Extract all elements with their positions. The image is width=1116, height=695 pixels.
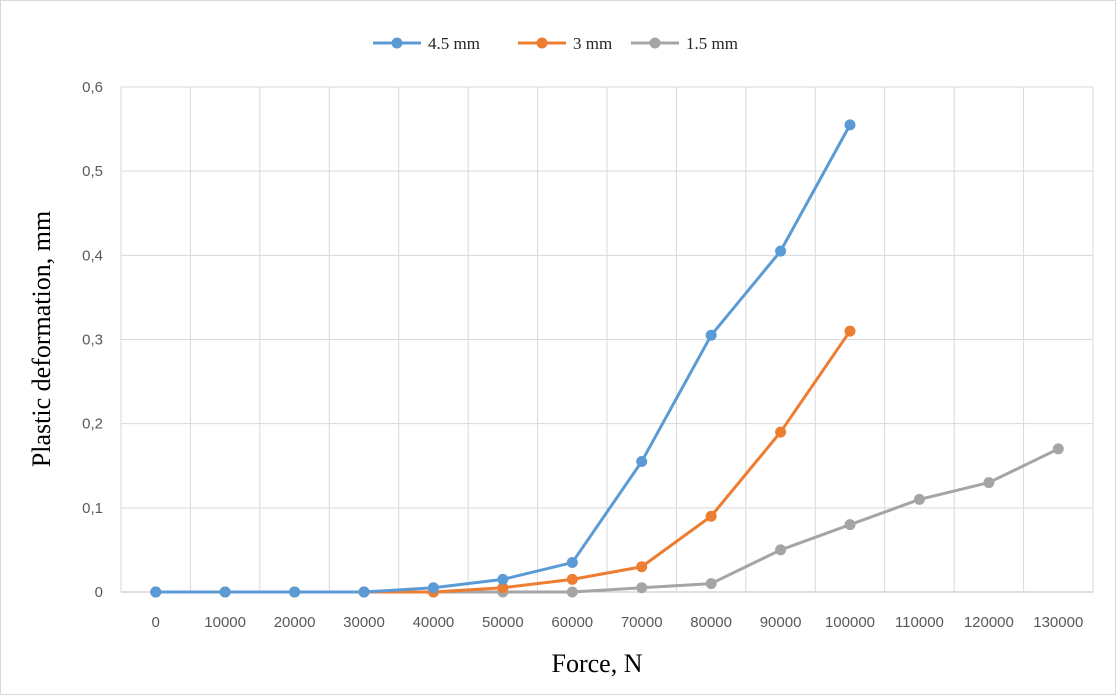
y-tick-label: 0,6 [82,79,103,96]
data-point [427,582,439,594]
data-point [844,519,856,531]
data-point [566,586,578,598]
x-tick-label: 50000 [482,614,524,631]
legend-label: 4.5 mm [428,34,480,53]
series-group [150,119,1064,598]
x-tick-label: 110000 [895,614,944,631]
y-axis-title: Plastic deformation, mm [27,211,56,467]
x-tick-label: 0 [152,614,160,631]
data-point [636,456,648,468]
data-point [497,573,509,585]
legend-item: 1.5 mm [631,34,738,53]
data-point [1052,443,1064,455]
data-point [358,586,370,598]
legend-marker [536,37,548,49]
data-point [497,582,509,594]
data-point [289,586,301,598]
x-tick-label: 130000 [1033,614,1083,631]
data-point [566,573,578,585]
data-point [636,582,648,594]
y-tick-label: 0 [95,584,103,601]
y-tick-label: 0,5 [82,163,103,180]
x-tick-label: 60000 [551,614,593,631]
legend-label: 3 mm [573,34,612,53]
x-axis-ticks: 0 10000 20000 30000 40000 50000 60000 70000 8000… [152,614,1084,631]
x-tick-label: 40000 [413,614,455,631]
legend-marker [391,37,403,49]
data-point [566,557,578,569]
x-tick-label: 30000 [343,614,385,631]
legend-label: 1.5 mm [686,34,738,53]
data-point [775,426,787,438]
y-tick-label: 0,1 [82,500,103,517]
data-point [844,119,856,131]
data-point [705,329,717,341]
series-4-5-mm [150,119,856,598]
y-tick-label: 0,2 [82,416,103,433]
data-point [219,586,231,598]
data-point [705,578,717,590]
data-point [983,477,995,489]
data-point [636,561,648,573]
y-axis-ticks: 0 0,1 0,2 0,3 0,4 0,5 0,6 [82,79,103,601]
x-axis-title: Force, N [552,649,643,678]
y-tick-label: 0,4 [82,247,103,264]
y-tick-label: 0,3 [82,332,103,349]
grid [120,86,1094,593]
x-tick-label: 70000 [621,614,663,631]
x-tick-label: 10000 [204,614,246,631]
data-point [775,544,787,556]
x-tick-label: 100000 [825,614,875,631]
x-tick-label: 20000 [274,614,316,631]
data-point [775,245,787,257]
x-tick-label: 80000 [690,614,732,631]
data-point [913,493,925,505]
legend-marker [649,37,661,49]
series-3-mm [150,325,856,598]
data-point [844,325,856,337]
x-tick-label: 120000 [964,614,1014,631]
legend: 4.5 mm 3 mm 1.5 mm [373,34,738,53]
x-tick-label: 90000 [760,614,802,631]
data-point [150,586,162,598]
data-point [705,510,717,522]
legend-item: 4.5 mm [373,34,480,53]
legend-item: 3 mm [518,34,612,53]
